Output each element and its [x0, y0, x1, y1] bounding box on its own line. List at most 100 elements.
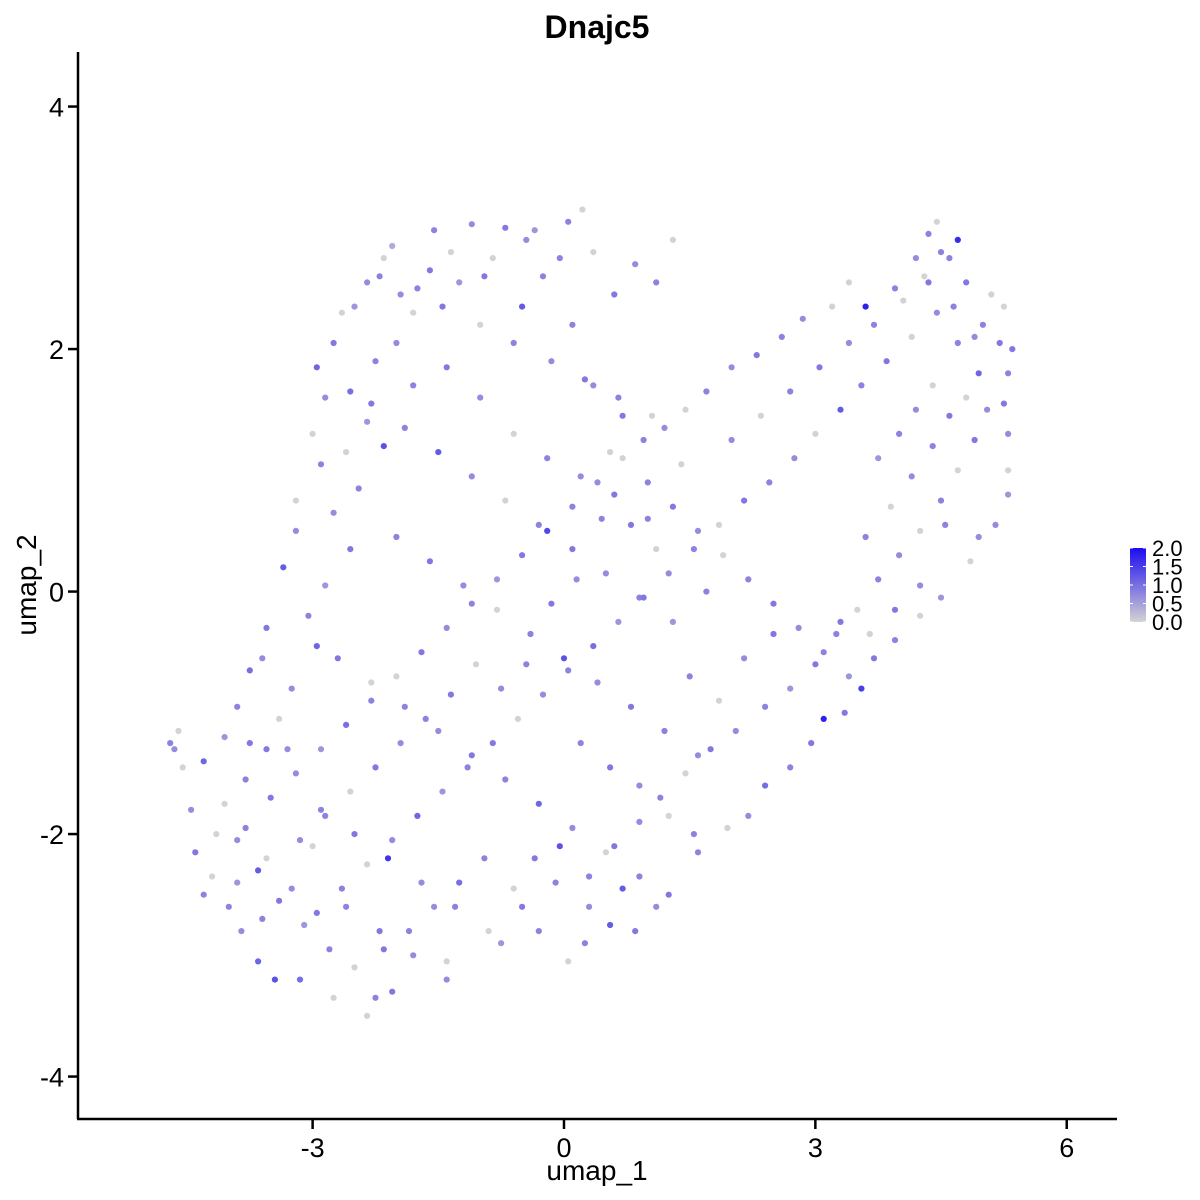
scatter-point [338, 885, 345, 892]
scatter-point [343, 449, 350, 456]
scatter-point [531, 227, 538, 234]
scatter-point [648, 412, 656, 419]
scatter-point [577, 473, 584, 480]
scatter-point [414, 812, 421, 820]
scatter-point [535, 800, 542, 807]
scatter-point [527, 630, 534, 638]
scatter-point [179, 764, 186, 771]
scatter-point [330, 509, 337, 516]
scatter-point [322, 582, 329, 589]
scatter-point [347, 546, 354, 553]
scatter-point [741, 655, 748, 662]
scatter-point [611, 291, 618, 298]
scatter-point [368, 679, 375, 686]
scatter-point [389, 242, 396, 250]
scatter-point [372, 358, 379, 365]
scatter-point [921, 273, 928, 280]
scatter-point [234, 703, 241, 710]
x-tick-label: 0 [556, 1133, 571, 1163]
scatter-point [950, 303, 957, 310]
scatter-point [611, 843, 618, 850]
scatter-point [728, 364, 735, 371]
scatter-point [389, 988, 396, 995]
scatter-point [942, 521, 949, 529]
scatter-point [192, 849, 199, 856]
scatter-point [653, 546, 660, 553]
scatter-point [565, 958, 572, 965]
scatter-point [937, 497, 945, 504]
scatter-point [900, 297, 907, 304]
scatter-point [305, 612, 312, 619]
scatter-point [644, 479, 651, 486]
scatter-point [510, 430, 517, 437]
scatter-point [590, 643, 597, 650]
scatter-point [799, 315, 806, 322]
scatter-point [707, 746, 714, 753]
scatter-point [607, 921, 614, 929]
scatter-point [338, 309, 345, 316]
scatter-point [845, 279, 853, 286]
scatter-point [686, 673, 693, 680]
x-tick-label: 6 [1059, 1133, 1074, 1163]
y-axis-ticks: -4 -2 0 2 4 [40, 93, 78, 1093]
scatter-point [669, 236, 677, 243]
scatter-point [493, 576, 501, 583]
scatter-point [271, 976, 278, 983]
scatter-point [640, 594, 647, 601]
scatter-point [690, 831, 698, 838]
y-axis-label: umap_2 [11, 534, 42, 635]
scatter-point [188, 806, 195, 813]
scatter-point [753, 352, 760, 359]
colorbar-tick-label: 1.0 [1152, 573, 1183, 598]
scatter-point [317, 746, 325, 753]
scatter-point [380, 443, 387, 450]
scatter-point [607, 449, 614, 456]
colorbar-ticks: 0.00.51.01.52.0 [1130, 536, 1183, 635]
scatter-point [703, 588, 710, 595]
scatter-point [493, 606, 501, 613]
scatter-point [397, 291, 404, 298]
scatter-point [665, 891, 672, 898]
scatter-point [565, 667, 572, 674]
scatter-point [720, 552, 727, 559]
scatter-point [296, 837, 304, 844]
scatter-point [632, 928, 639, 935]
scatter-point [477, 321, 484, 328]
scatter-point [766, 479, 773, 486]
scatter-point [661, 727, 668, 735]
scatter-point [984, 406, 991, 413]
scatter-point [213, 831, 220, 838]
scatter-point [477, 394, 484, 401]
colorbar-tick-label: 1.5 [1152, 555, 1183, 580]
scatter-point [770, 630, 777, 638]
scatter-point [590, 382, 597, 389]
scatter-point [1000, 400, 1008, 407]
scatter-point [565, 218, 572, 225]
scatter-point [544, 527, 551, 535]
scatter-point [431, 227, 438, 234]
scatter-point [175, 727, 182, 735]
x-tick-label: 3 [808, 1133, 823, 1163]
scatter-point [372, 764, 379, 771]
scatter-point [460, 582, 467, 589]
scatter-point [602, 570, 610, 577]
scatter-point [502, 497, 509, 504]
scatter-point [322, 812, 329, 820]
colorbar-tick-label: 0.0 [1152, 610, 1183, 635]
scatter-point [548, 600, 555, 607]
scatter-point [267, 794, 274, 801]
scatter-point [833, 630, 840, 638]
scatter-point [586, 903, 593, 910]
scatter-point [552, 879, 559, 886]
scatter-point [636, 782, 643, 789]
scatter-point [544, 455, 551, 462]
scatter-point [225, 903, 232, 910]
scatter-point [694, 849, 702, 856]
scatter-point [862, 533, 869, 541]
scatter-point [292, 497, 299, 504]
scatter-point [741, 497, 748, 504]
scatter-point [468, 221, 475, 228]
scatter-point [447, 691, 454, 698]
scatter-point [963, 394, 970, 401]
scatter-point [489, 740, 496, 747]
